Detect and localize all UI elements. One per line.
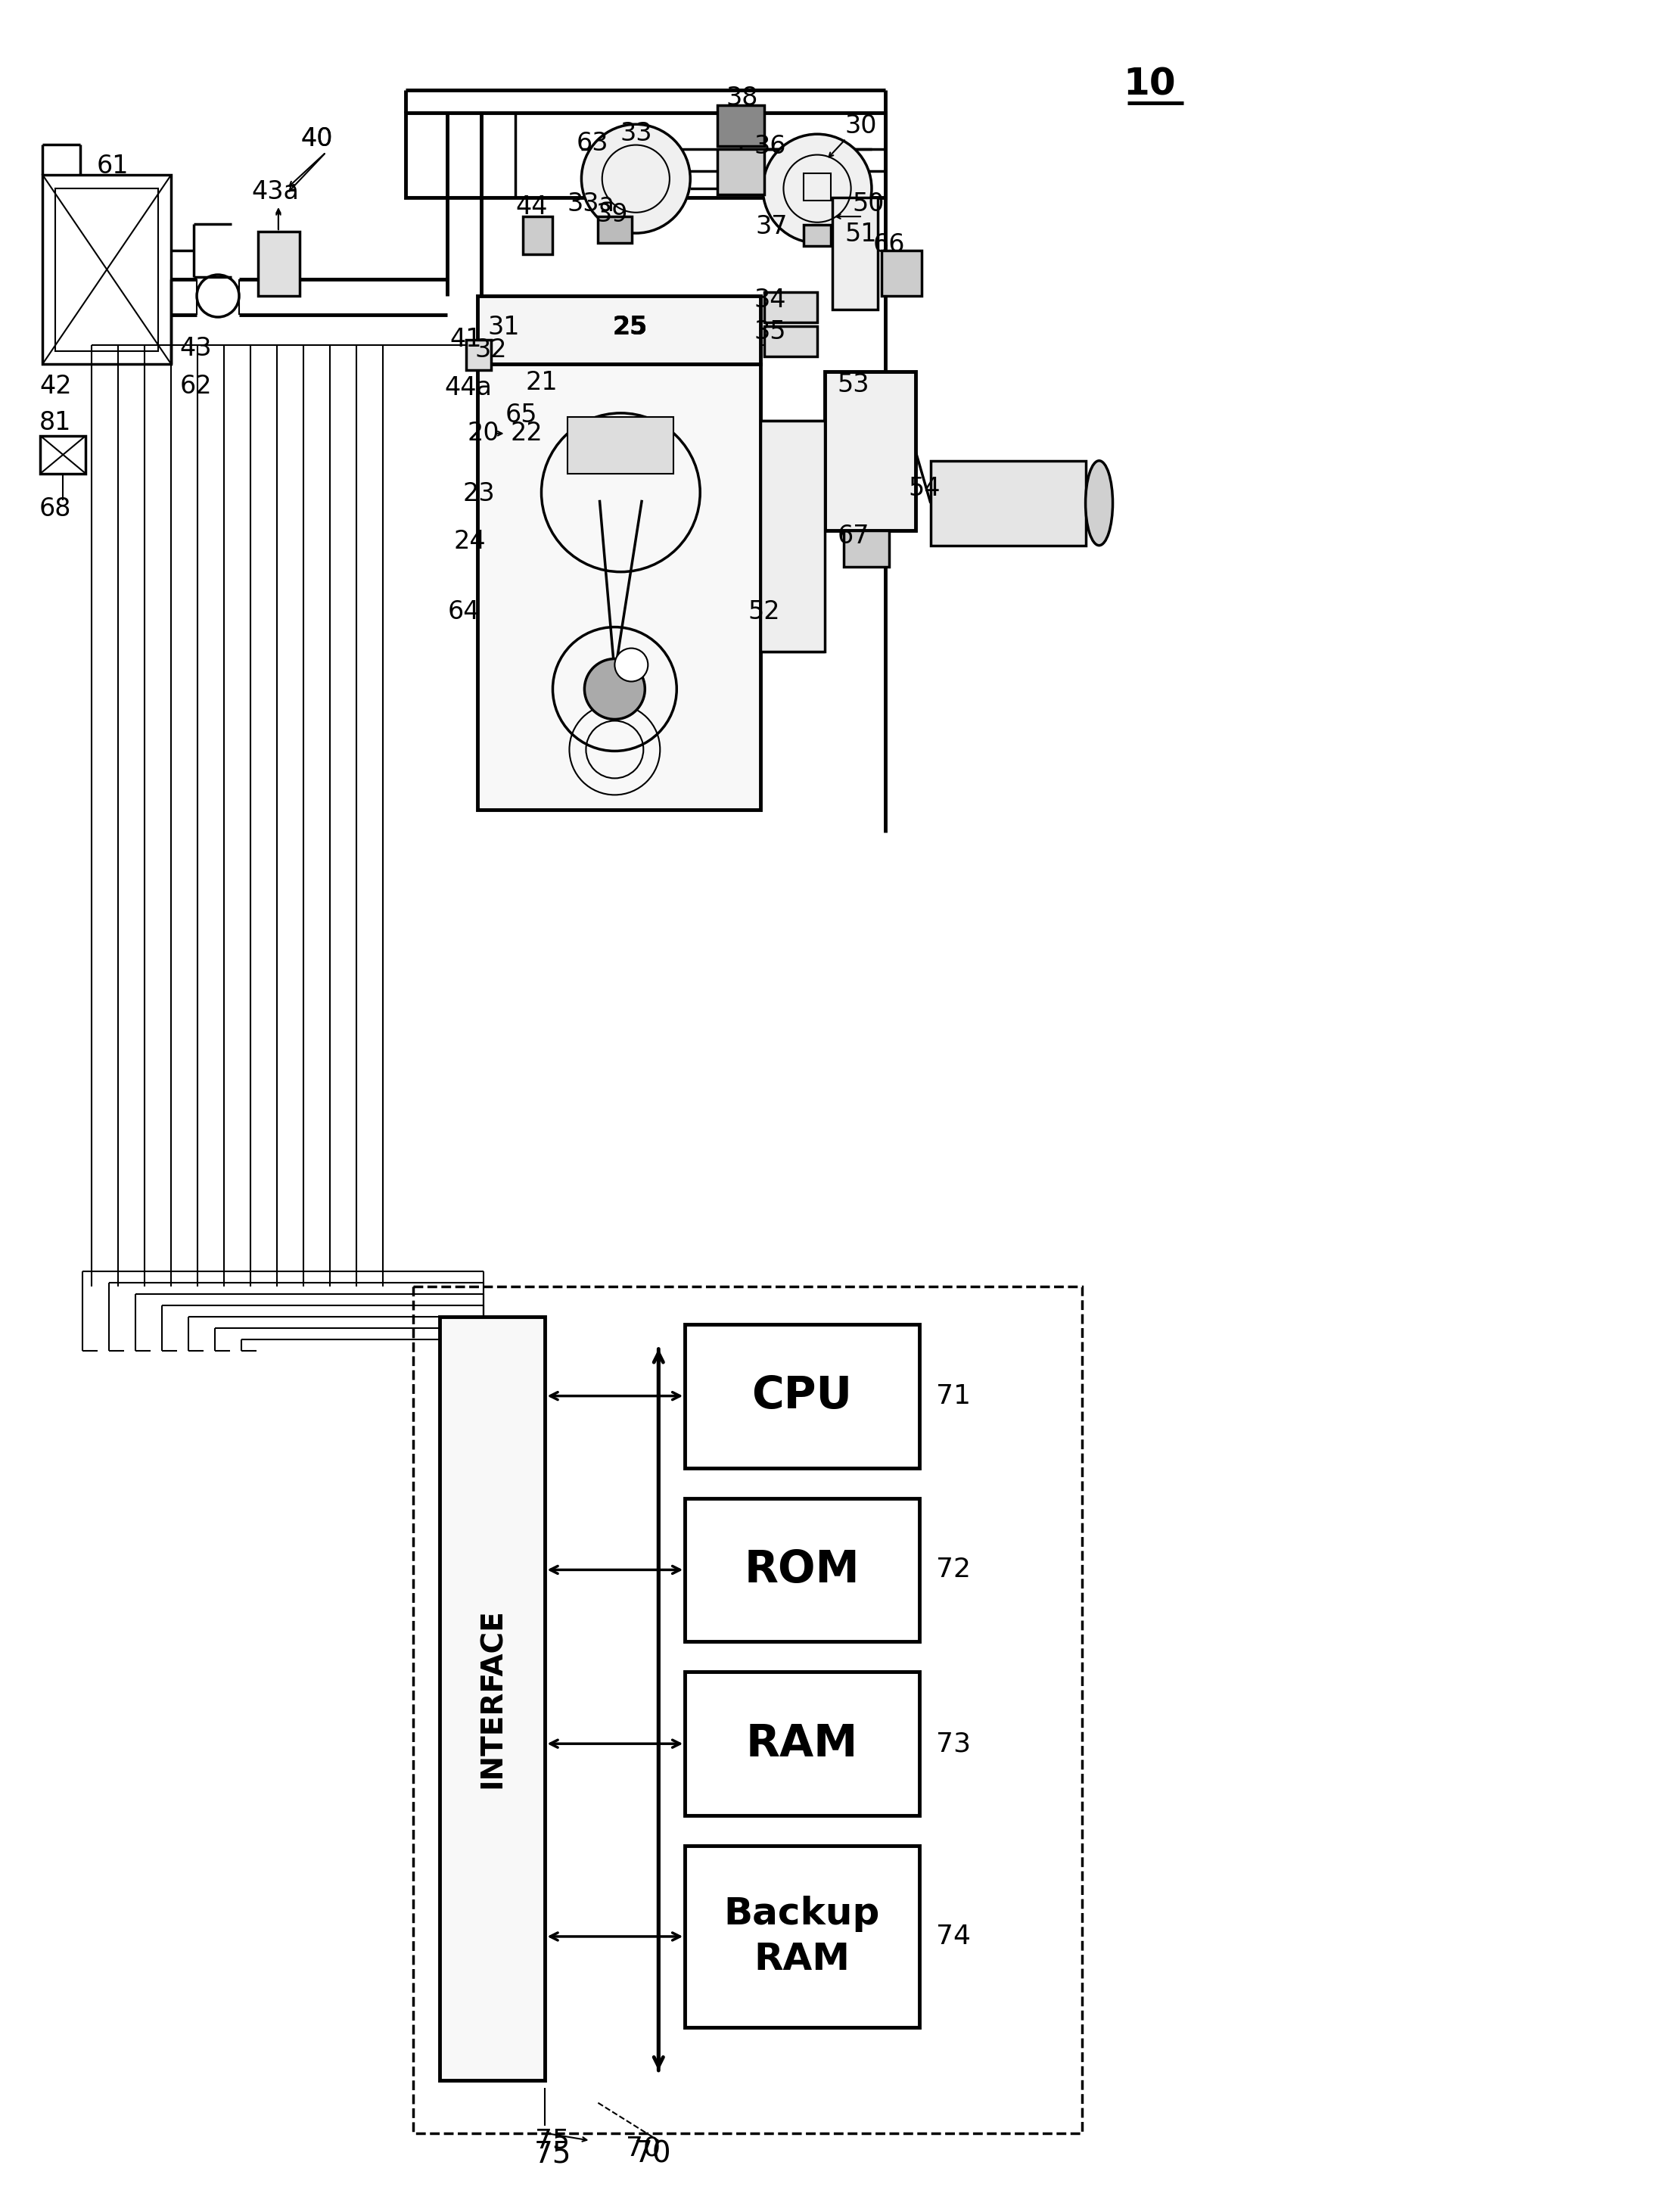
Circle shape <box>614 648 647 681</box>
Text: 39: 39 <box>596 201 627 228</box>
Text: 30: 30 <box>845 113 877 139</box>
Text: 24: 24 <box>453 529 485 553</box>
Bar <box>413 1287 1082 2132</box>
Text: 64: 64 <box>447 599 480 624</box>
Text: 54: 54 <box>908 476 940 502</box>
Text: CPU: CPU <box>751 1374 853 1418</box>
Text: 33a: 33a <box>567 190 614 217</box>
Bar <box>684 1845 918 2026</box>
Text: 75: 75 <box>534 2139 572 2168</box>
Text: 70: 70 <box>634 2139 671 2168</box>
Text: 65: 65 <box>505 403 537 427</box>
Bar <box>930 460 1086 546</box>
Text: RAM: RAM <box>755 1940 850 1978</box>
Text: 38: 38 <box>726 86 758 111</box>
Bar <box>803 173 831 201</box>
Bar <box>405 113 885 197</box>
Bar <box>42 175 171 365</box>
Text: 33: 33 <box>619 122 652 146</box>
Text: 23: 23 <box>462 482 495 507</box>
Text: 40: 40 <box>301 126 333 150</box>
Text: 71: 71 <box>935 1382 970 1409</box>
Circle shape <box>584 659 644 719</box>
Bar <box>684 1325 918 1469</box>
Text: 34: 34 <box>755 288 786 312</box>
Bar <box>597 217 632 243</box>
Text: 63: 63 <box>576 131 607 155</box>
Circle shape <box>763 135 872 243</box>
Text: 61: 61 <box>97 153 129 179</box>
Text: 43: 43 <box>181 336 212 361</box>
Text: 25: 25 <box>612 314 647 341</box>
Text: 41: 41 <box>450 327 482 352</box>
Text: 75: 75 <box>535 2128 570 2154</box>
Bar <box>567 416 674 473</box>
Text: 74: 74 <box>935 1924 970 1949</box>
Ellipse shape <box>1086 460 1113 546</box>
Text: 37: 37 <box>756 215 788 239</box>
Bar <box>55 188 159 352</box>
Text: 36: 36 <box>755 133 786 159</box>
Text: 43a: 43a <box>251 179 299 204</box>
Text: 10: 10 <box>1123 66 1176 102</box>
Text: 25: 25 <box>612 314 647 341</box>
Bar <box>882 250 922 296</box>
Text: 44: 44 <box>515 195 547 219</box>
Text: 53: 53 <box>838 372 870 398</box>
Text: 50: 50 <box>853 190 885 217</box>
Text: 21: 21 <box>525 369 557 396</box>
Bar <box>258 232 299 296</box>
Text: INTERFACE: INTERFACE <box>478 1608 507 1787</box>
Text: 72: 72 <box>935 1557 970 1584</box>
Bar <box>718 106 765 146</box>
Bar <box>761 420 825 650</box>
Bar <box>465 341 490 369</box>
Bar <box>765 292 816 323</box>
Text: 25: 25 <box>612 314 647 341</box>
Text: ROM: ROM <box>744 1548 860 1590</box>
Text: 32: 32 <box>475 338 507 363</box>
Text: 40: 40 <box>301 126 333 150</box>
Text: 35: 35 <box>755 321 786 345</box>
Bar <box>440 1316 545 2079</box>
Text: 51: 51 <box>845 221 877 246</box>
Bar <box>803 226 831 246</box>
Text: Backup: Backup <box>724 1896 880 1931</box>
Text: 73: 73 <box>935 1730 970 1756</box>
Text: 22: 22 <box>510 420 542 447</box>
Bar <box>477 365 761 810</box>
Text: 70: 70 <box>626 2135 661 2161</box>
Text: 66: 66 <box>873 232 905 257</box>
Circle shape <box>582 124 691 232</box>
Text: 62: 62 <box>181 374 212 398</box>
Bar <box>825 372 915 531</box>
Text: 44a: 44a <box>445 376 492 400</box>
Text: 52: 52 <box>748 599 781 624</box>
Text: 42: 42 <box>40 374 72 398</box>
Bar <box>843 531 888 566</box>
Bar <box>765 325 816 356</box>
Bar <box>684 1672 918 1816</box>
Bar <box>684 1498 918 1641</box>
Text: 67: 67 <box>838 524 870 549</box>
Bar <box>833 197 878 310</box>
Text: 31: 31 <box>487 314 520 341</box>
Text: 20: 20 <box>467 420 499 447</box>
Bar <box>718 148 765 195</box>
Text: 68: 68 <box>40 498 72 522</box>
Bar <box>477 296 761 365</box>
Text: 81: 81 <box>40 411 72 436</box>
Bar <box>522 217 552 254</box>
Bar <box>40 436 85 473</box>
Text: RAM: RAM <box>746 1723 858 1765</box>
